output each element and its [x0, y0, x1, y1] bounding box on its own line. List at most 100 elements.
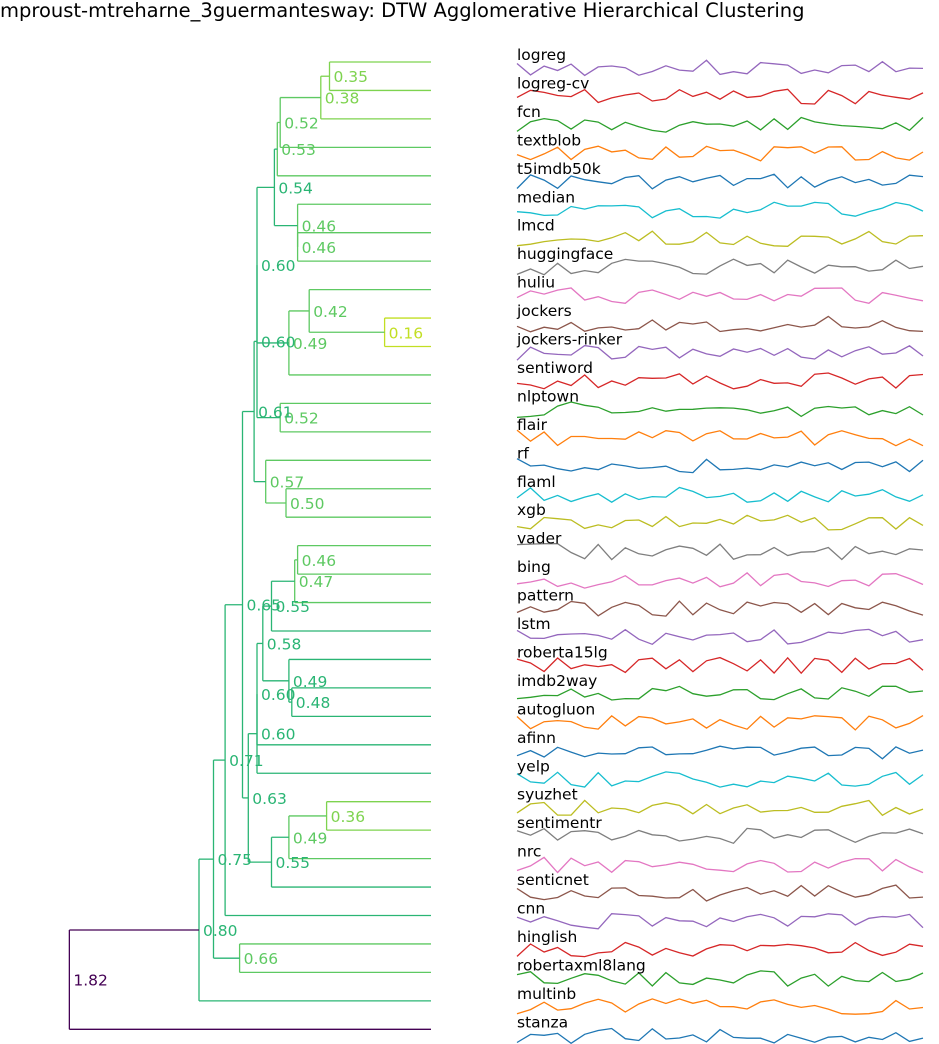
leaf-label-syuzhet: syuzhet — [517, 786, 578, 804]
leaf-label-huliu: huliu — [517, 274, 555, 292]
merge-distance-label: 0.42 — [313, 303, 348, 321]
leaf-label-stanza: stanza — [517, 1013, 568, 1031]
chart-title: mproust-mtreharne_3guermantesway: DTW Ag… — [0, 0, 805, 22]
arc-line-logreg — [516, 59, 924, 77]
arc-line-bing — [516, 572, 924, 589]
arc-line-imdb2way — [516, 685, 924, 701]
leaf-label-fcn: fcn — [517, 103, 541, 121]
merge-distance-label: 0.53 — [281, 141, 316, 159]
leaf-label-nrc: nrc — [517, 843, 541, 861]
merge-distance-label: 0.55 — [276, 854, 311, 872]
leaf-label-roberta15lg: roberta15lg — [517, 643, 608, 661]
leaf-label-senticnet: senticnet — [517, 871, 589, 889]
leaf-label-autogluon: autogluon — [517, 700, 595, 718]
merge-distance-label: 0.36 — [331, 808, 366, 826]
merge-distance-label: 0.60 — [261, 686, 296, 704]
arc-line-sentiword — [516, 372, 924, 390]
merge-distance-label: 0.57 — [270, 474, 305, 492]
leaf-label-bing: bing — [517, 558, 551, 576]
merge-distance-label: 0.47 — [299, 573, 334, 591]
arc-line-cnn — [516, 913, 924, 930]
merge-distance-label: 0.75 — [218, 851, 253, 869]
arc-line-median — [516, 201, 924, 219]
sentiment-arc-lines — [516, 59, 924, 1044]
merge-distance-label: 0.48 — [296, 694, 331, 712]
arc-line-syuzhet — [516, 799, 924, 817]
arc-line-sentimentr — [516, 827, 924, 845]
arc-line-jockers-rinker — [516, 344, 924, 361]
arc-line-huliu — [516, 287, 924, 305]
merge-distance-label: 0.66 — [244, 950, 279, 968]
merge-distance-label: 0.61 — [258, 404, 293, 422]
arc-line-t5imdb50k — [516, 173, 924, 190]
arc-line-textblob — [516, 145, 924, 162]
leaf-label-lstm: lstm — [517, 615, 551, 633]
leaf-label-rf: rf — [517, 444, 529, 462]
leaf-label-lmcd: lmcd — [517, 217, 555, 235]
merge-distance-label: 1.82 — [73, 972, 108, 990]
leaf-label-xgb: xgb — [517, 501, 546, 519]
merge-distance-label: 0.49 — [293, 829, 328, 847]
leaf-label-huggingface: huggingface — [517, 245, 613, 263]
arc-line-pattern — [516, 600, 924, 617]
merge-distance-label: 0.50 — [290, 495, 325, 513]
merge-distance-label: 0.49 — [293, 335, 328, 353]
leaf-label-afinn: afinn — [517, 729, 556, 747]
merge-distance-label: 0.35 — [334, 68, 369, 86]
leaf-label-yelp: yelp — [517, 757, 550, 775]
leaf-label-sentiword: sentiword — [517, 359, 593, 377]
arc-line-stanza — [516, 1027, 924, 1044]
arc-line-jockers — [516, 315, 924, 333]
merge-distance-label: 0.65 — [247, 597, 282, 615]
arc-line-robertaxml8lang — [516, 970, 924, 987]
arc-line-logreg-cv — [516, 88, 924, 105]
merge-distance-label: 0.16 — [389, 324, 424, 342]
leaf-label-logreg: logreg — [517, 46, 566, 64]
arc-line-rf — [516, 458, 924, 474]
leaf-label-logreg-cv: logreg-cv — [517, 74, 589, 92]
merge-distance-label: 0.55 — [276, 598, 311, 616]
leaf-label-sentimentr: sentimentr — [517, 814, 602, 832]
merge-distance-label: 0.38 — [325, 90, 360, 108]
merge-distance-label: 0.46 — [302, 552, 337, 570]
merge-distance-label: 0.54 — [278, 179, 313, 197]
merge-distance-label: 0.60 — [261, 333, 296, 351]
leaf-label-vader: vader — [517, 530, 562, 548]
merge-distance-label: 0.60 — [261, 257, 296, 275]
merge-distance-label: 0.71 — [229, 752, 264, 770]
arc-line-huggingface — [516, 258, 924, 276]
leaf-label-jockers-rinker: jockers-rinker — [516, 331, 623, 349]
leaf-label-imdb2way: imdb2way — [517, 672, 597, 690]
arc-line-roberta15lg — [516, 656, 924, 675]
leaf-label-jockers: jockers — [516, 302, 572, 320]
merge-distance-label: 0.60 — [261, 726, 296, 744]
arc-line-afinn — [516, 745, 924, 760]
arc-line-flaml — [516, 486, 924, 503]
arc-line-lmcd — [516, 230, 924, 247]
leaf-label-hinglish: hinglish — [517, 928, 577, 946]
leaf-label-nlptown: nlptown — [517, 387, 579, 405]
merge-distance-label: 0.49 — [293, 673, 328, 691]
leaf-label-robertaxml8lang: robertaxml8lang — [517, 956, 646, 974]
arc-line-xgb — [516, 514, 924, 531]
merge-distance-label: 0.63 — [252, 790, 287, 808]
arc-line-senticnet — [516, 884, 924, 902]
arc-line-lstm — [516, 628, 924, 646]
arc-line-autogluon — [516, 715, 924, 731]
leaf-label-textblob: textblob — [517, 131, 581, 149]
leaf-labels: logreg logreg-cv fcn textblob t5imdb50k media… — [516, 46, 646, 1031]
arc-line-yelp — [516, 771, 924, 788]
leaf-label-t5imdb50k: t5imdb50k — [517, 160, 601, 178]
merge-distance-label: 0.46 — [302, 239, 337, 257]
arc-line-hinglish — [516, 941, 924, 958]
leaf-label-flair: flair — [517, 416, 548, 434]
dendrogram-tree: 0.35 0.38 0.52 0.53 0.46 0.46 0.54 0.16 0.42 0.49… — [68, 61, 431, 1030]
merge-distance-label: 0.46 — [302, 218, 337, 236]
leaf-label-flaml: flaml — [517, 473, 556, 491]
merge-distance-label: 0.80 — [203, 922, 238, 940]
leaf-label-pattern: pattern — [517, 587, 574, 605]
leaf-label-cnn: cnn — [517, 900, 545, 918]
arc-line-vader — [516, 543, 924, 561]
leaf-label-median: median — [517, 188, 575, 206]
